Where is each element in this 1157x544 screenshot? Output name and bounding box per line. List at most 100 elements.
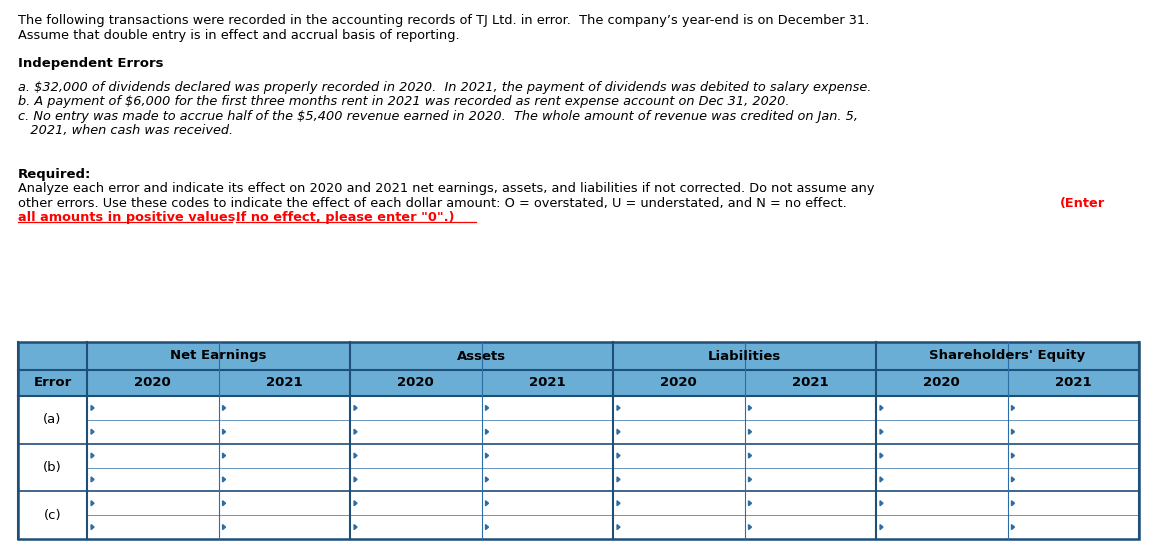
Polygon shape [91,524,94,529]
Bar [351,342,613,370]
Text: (Enter: (Enter [1060,197,1105,209]
Polygon shape [354,477,358,482]
Text: Shareholders' Equity: Shareholders' Equity [929,349,1085,362]
Bar [19,491,87,539]
Polygon shape [222,524,226,529]
Polygon shape [617,429,620,434]
Text: Error: Error [34,376,72,390]
Polygon shape [91,453,94,458]
Text: c. No entry was made to accrue half of the $5,400 revenue earned in 2020.  The w: c. No entry was made to accrue half of t… [19,110,858,123]
Bar [613,444,745,491]
Polygon shape [486,477,488,482]
Polygon shape [880,429,883,434]
Text: The following transactions were recorded in the accounting records of TJ Ltd. in: The following transactions were recorded… [19,14,869,27]
Polygon shape [1011,453,1015,458]
Polygon shape [486,500,488,506]
Bar [613,491,745,539]
Text: 2021, when cash was received.: 2021, when cash was received. [19,124,233,137]
Polygon shape [1011,429,1015,434]
Bar [1008,491,1138,539]
Polygon shape [222,453,226,458]
Bar [219,370,351,396]
Polygon shape [354,429,358,434]
Bar [19,370,87,396]
Bar [745,444,876,491]
Polygon shape [749,405,752,410]
Bar [1008,396,1138,444]
Text: Net Earnings: Net Earnings [170,349,267,362]
Bar [351,396,481,444]
Polygon shape [1011,477,1015,482]
Bar [219,444,351,491]
Bar [745,491,876,539]
Polygon shape [880,405,883,410]
Bar [19,444,87,491]
Polygon shape [617,524,620,529]
Bar [613,370,745,396]
Bar [87,444,219,491]
Bar [19,342,1138,539]
Bar [87,370,219,396]
Polygon shape [222,429,226,434]
Polygon shape [91,405,94,410]
Polygon shape [222,500,226,506]
Text: 2020: 2020 [923,376,960,390]
Polygon shape [880,524,883,529]
Polygon shape [617,453,620,458]
Text: all amounts in positive values.: all amounts in positive values. [19,211,241,224]
Text: Assets: Assets [457,349,506,362]
Bar [351,370,481,396]
Bar [613,396,745,444]
Polygon shape [749,524,752,529]
Bar [351,491,481,539]
Bar [87,342,351,370]
Polygon shape [1011,500,1015,506]
Polygon shape [486,453,488,458]
Text: (b): (b) [43,461,62,474]
Bar [219,491,351,539]
Bar [481,396,613,444]
Text: other errors. Use these codes to indicate the effect of each dollar amount: O = : other errors. Use these codes to indicat… [19,197,847,209]
Polygon shape [354,405,358,410]
Bar [19,342,87,370]
Bar [876,342,1138,370]
Bar [87,396,219,444]
Bar [876,444,1008,491]
Bar [876,491,1008,539]
Text: Analyze each error and indicate its effect on 2020 and 2021 net earnings, assets: Analyze each error and indicate its effe… [19,182,875,195]
Text: 2021: 2021 [266,376,303,390]
Polygon shape [486,429,488,434]
Text: Assume that double entry is in effect and accrual basis of reporting.: Assume that double entry is in effect an… [19,28,459,41]
Polygon shape [749,477,752,482]
Bar [1008,370,1138,396]
Polygon shape [880,500,883,506]
Bar [87,491,219,539]
Polygon shape [617,405,620,410]
Polygon shape [749,500,752,506]
Text: Liabilities: Liabilities [708,349,781,362]
Text: 2021: 2021 [791,376,828,390]
Polygon shape [1011,524,1015,529]
Polygon shape [222,405,226,410]
Polygon shape [749,429,752,434]
Text: 2020: 2020 [134,376,171,390]
Bar [876,396,1008,444]
Bar [613,342,876,370]
Text: 2021: 2021 [529,376,566,390]
Text: 2020: 2020 [661,376,698,390]
Bar [351,444,481,491]
Bar [219,396,351,444]
Polygon shape [91,429,94,434]
Text: Required:: Required: [19,168,91,181]
Polygon shape [486,405,488,410]
Bar [481,370,613,396]
Text: a. $32,000 of dividends declared was properly recorded in 2020.  In 2021, the pa: a. $32,000 of dividends declared was pro… [19,81,871,94]
Polygon shape [1011,405,1015,410]
Text: (a): (a) [43,413,61,426]
Polygon shape [354,453,358,458]
Polygon shape [749,453,752,458]
Text: b. A payment of $6,000 for the first three months rent in 2021 was recorded as r: b. A payment of $6,000 for the first thr… [19,95,789,108]
Polygon shape [617,500,620,506]
Text: (c): (c) [44,509,61,522]
Text: 2021: 2021 [1055,376,1091,390]
